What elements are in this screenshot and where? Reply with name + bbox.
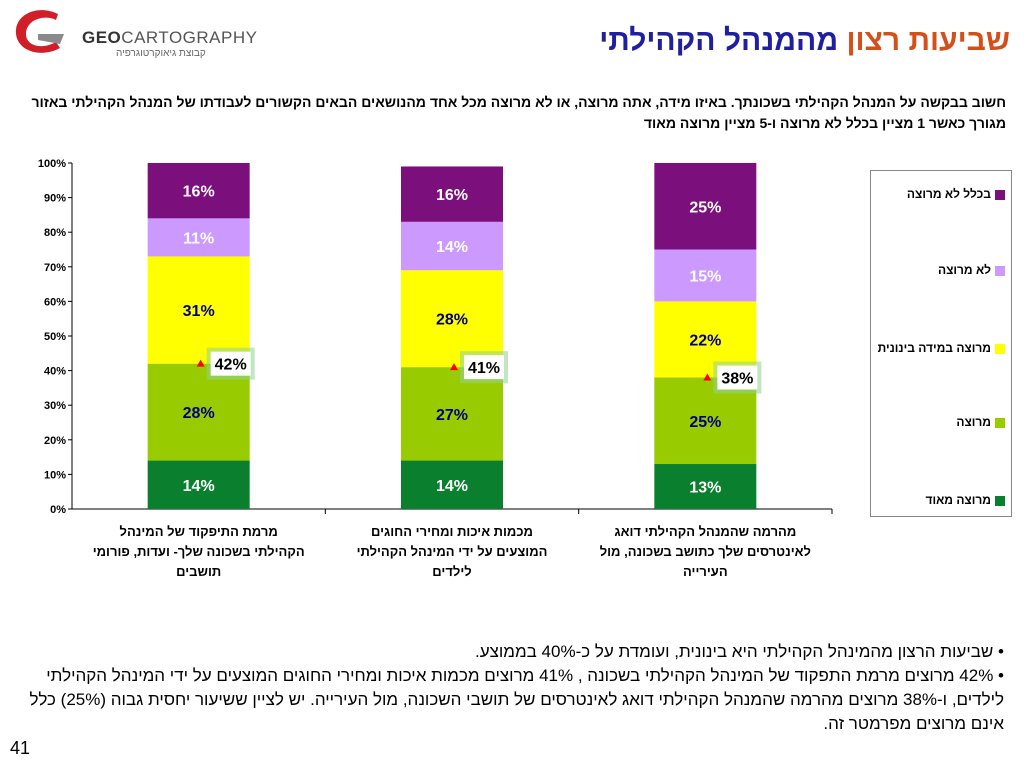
legend-swatch	[995, 417, 1005, 428]
data-label: 22%	[689, 332, 721, 349]
bar-segment	[147, 256, 250, 364]
category-label: מכמות איכות ומחירי החוגים	[371, 524, 533, 539]
bar-segment	[654, 464, 757, 509]
bar-segment	[401, 460, 503, 509]
average-badge	[464, 355, 504, 380]
page-number: 41	[10, 738, 31, 758]
category-label: הקהילתי בשכונה שלך- ועדות, פורומי	[93, 544, 305, 559]
category-label: תושבים	[176, 564, 221, 579]
y-tick-label: 0%	[50, 504, 66, 516]
data-label: 27%	[436, 407, 468, 424]
legend-swatch	[995, 189, 1005, 200]
logo: GEOCARTOGRAPHY קבוצת גיאוקרטוגרפיה	[8, 4, 257, 60]
chart-legend: בכלל לא מרוצה לא מרוצה מרוצה במידה בינונ…	[870, 170, 1012, 517]
category-label: העירייה	[683, 564, 728, 579]
bar-segment	[401, 270, 503, 368]
bar-segment	[147, 163, 250, 219]
bar-segment	[401, 166, 503, 222]
legend-swatch	[995, 495, 1005, 506]
y-tick-label: 90%	[44, 193, 66, 205]
bar-segment	[147, 363, 250, 461]
stacked-bar-chart: 0% 10% 20% 30% 40% 50% 60% 70% 80% 90% 100% 14% 28% 3…	[38, 158, 833, 579]
average-label: 42%	[215, 357, 247, 374]
legend-swatch	[995, 343, 1005, 354]
data-label: 16%	[183, 184, 215, 201]
data-label: 15%	[689, 268, 721, 285]
bullet-1: • שביעות הרצון מהמינהל הקהילתי היא בינונ…	[474, 642, 1004, 661]
data-label: 31%	[183, 303, 215, 320]
category-label: לאינטרסים שלך כתושב בשכונה, מול	[600, 544, 811, 559]
legend-item-moderately-satisfied: מרוצה במידה בינונית	[877, 339, 1005, 357]
y-tick-label: 70%	[44, 262, 66, 274]
average-label: 38%	[721, 371, 753, 388]
summary-bullets: • שביעות הרצון מהמינהל הקהילתי היא בינונ…	[14, 640, 1005, 736]
average-marker	[703, 373, 712, 381]
category-label: מרמת התיפקוד של המינהל	[120, 524, 278, 539]
average-marker	[196, 359, 205, 367]
y-tick-label: 30%	[44, 400, 66, 412]
bar-segment	[401, 221, 503, 271]
category-label: לילדים	[432, 564, 471, 579]
bar-segment	[147, 218, 250, 257]
average-label: 41%	[468, 360, 500, 377]
average-badge	[717, 365, 758, 390]
data-label: 25%	[689, 414, 721, 431]
legend-item-very-dissatisfied: בכלל לא מרוצה	[877, 185, 1005, 203]
data-label: 28%	[183, 405, 215, 422]
y-tick-label: 40%	[44, 366, 66, 378]
survey-question: חשוב בבקשה על המנהל הקהילתי בשכונתך. באי…	[31, 94, 1006, 131]
bar-segment	[654, 249, 757, 302]
category-label: המוצעים על ידי המינהל הקהילתי	[357, 544, 548, 559]
data-label: 14%	[436, 478, 468, 495]
data-label: 14%	[183, 478, 215, 495]
category-label: מהרמה שהמנהל הקהילתי דואג	[614, 524, 796, 539]
bar-segment	[147, 460, 250, 509]
legend-item-satisfied: מרוצה	[877, 413, 1005, 431]
y-tick-label: 80%	[44, 227, 66, 239]
bullet-2: • 42% מרוצים מרמת התפקוד של המינהל הקהיל…	[29, 666, 1005, 733]
title-part-1: שביעות רצון	[846, 24, 1010, 57]
average-marker	[450, 363, 458, 371]
legend-item-dissatisfied: לא מרוצה	[877, 261, 1005, 279]
average-badge	[210, 351, 251, 376]
logo-subtitle: קבוצת גיאוקרטוגרפיה	[116, 48, 206, 59]
bar-segment	[654, 163, 757, 250]
legend-swatch	[995, 265, 1005, 276]
data-label: 16%	[436, 187, 468, 204]
logo-swoosh-icon	[15, 10, 64, 53]
y-tick-label: 100%	[38, 158, 66, 170]
legend-item-very-satisfied: מרוצה מאוד	[877, 491, 1005, 509]
y-tick-label: 10%	[44, 469, 66, 481]
logo-text: GEOCARTOGRAPHY	[82, 28, 258, 47]
y-tick-label: 20%	[44, 435, 66, 447]
data-label: 25%	[689, 199, 721, 216]
data-label: 11%	[183, 230, 214, 247]
data-label: 14%	[436, 239, 468, 256]
y-tick-label: 60%	[44, 296, 66, 308]
title-part-2: מהמנהל הקהילתי	[599, 24, 839, 57]
y-tick-label: 50%	[44, 331, 66, 343]
page-title: שביעות רצון מהמנהל הקהילתי	[599, 24, 1010, 58]
data-label: 13%	[689, 480, 721, 497]
data-label: 28%	[436, 312, 468, 329]
